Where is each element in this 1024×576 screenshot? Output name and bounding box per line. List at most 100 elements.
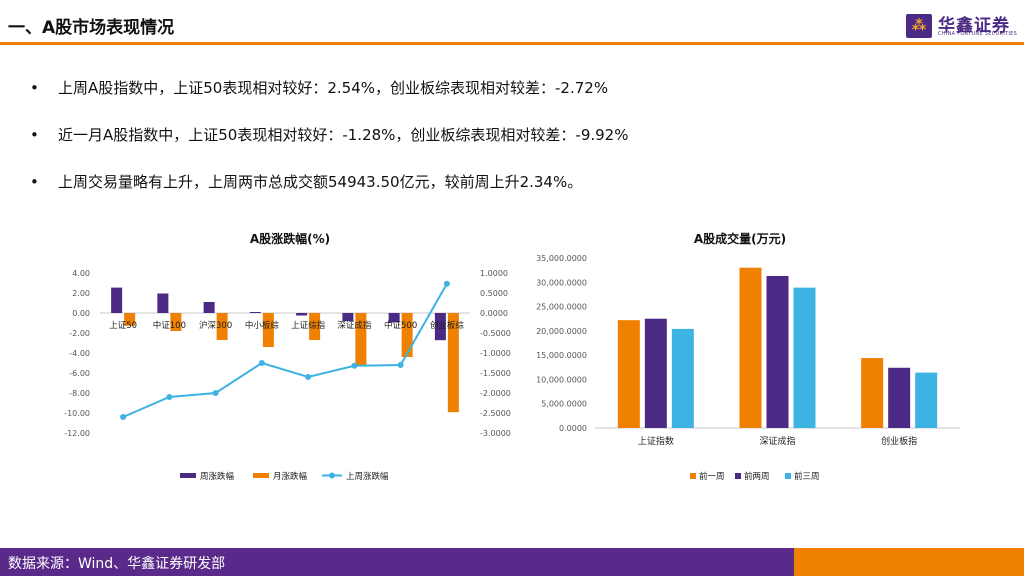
bar-monthly xyxy=(170,313,182,331)
bar-week1 xyxy=(861,358,884,428)
bar-monthly xyxy=(447,313,459,413)
line-point xyxy=(305,374,312,380)
bar-monthly xyxy=(262,313,274,347)
x-tick-label: 上证指数 xyxy=(638,435,674,447)
y-tick-label: 10,000.0000 xyxy=(536,375,587,384)
legend-label: 月涨跌幅 xyxy=(273,471,308,482)
x-tick-label: 深证成指 xyxy=(759,435,795,447)
chart2-title: A股成交量(万元) xyxy=(693,232,787,246)
line-point xyxy=(443,280,450,287)
y-tick-label-left: 4.00 xyxy=(72,269,90,278)
y-tick-label-right: -2.0000 xyxy=(480,389,511,398)
y-tick-label-right: -3.0000 xyxy=(480,429,511,438)
x-tick-label: 中小板综 xyxy=(245,320,280,331)
bullet-text: 上周A股指数中，上证50表现相对较好：2.54%，创业板综表现相对较差：-2.7… xyxy=(58,79,609,97)
line-point xyxy=(166,394,173,400)
y-tick-label-right: -2.5000 xyxy=(480,409,511,418)
y-tick-label-left: -12.00 xyxy=(64,429,90,438)
bar-weekly xyxy=(203,302,215,313)
logo-mark-icon: ⁂ xyxy=(906,14,932,38)
bar-weekly xyxy=(296,313,308,316)
line-point xyxy=(258,360,265,366)
x-tick-label: 中证500 xyxy=(384,320,417,331)
legend-swatch xyxy=(180,473,196,478)
x-tick-label: 中证100 xyxy=(153,320,186,331)
data-source: 数据来源：Wind、华鑫证券研发部 xyxy=(8,556,226,572)
bar-monthly xyxy=(124,313,136,326)
y-tick-label: 0.0000 xyxy=(559,424,587,433)
bullet-item: • 上周交易量略有上升，上周两市总成交额54943.50亿元，较前周上升2.34%… xyxy=(30,170,628,217)
y-tick-label-left: -10.00 xyxy=(64,409,90,418)
x-tick-label: 上证50 xyxy=(109,321,137,331)
bar-monthly xyxy=(309,313,321,340)
bar-weekly xyxy=(111,287,123,313)
y-tick-label-left: 0.00 xyxy=(72,309,90,318)
y-tick-label-right: 0.5000 xyxy=(480,289,508,298)
y-tick-label-right: 0.0000 xyxy=(480,309,508,318)
page-title: 一、A股市场表现情况 xyxy=(8,18,175,38)
x-tick-label: 深证成指 xyxy=(337,320,372,331)
bullet-text: 上周交易量略有上升，上周两市总成交额54943.50亿元，较前周上升2.34%。 xyxy=(58,173,583,191)
bar-weekly xyxy=(388,313,400,323)
y-tick-label-right: 1.0000 xyxy=(480,269,508,278)
bullet-dot: • xyxy=(30,79,39,97)
series-line-last-week xyxy=(122,283,448,418)
x-tick-label: 上证综指 xyxy=(291,320,326,331)
bar-week2 xyxy=(888,367,911,428)
bar-weekly xyxy=(249,312,261,313)
bullet-dot: • xyxy=(30,126,39,144)
x-tick-label: 沪深300 xyxy=(199,320,232,331)
y-tick-label: 15,000.0000 xyxy=(536,351,587,360)
legend-label: 前两周 xyxy=(744,471,770,482)
y-tick-label: 25,000.0000 xyxy=(536,303,587,312)
bullet-item: • 近一月A股指数中，上证50表现相对较好：-1.28%，创业板综表现相对较差：-… xyxy=(30,123,628,170)
legend-swatch-marker xyxy=(329,472,335,479)
legend-swatch xyxy=(690,473,696,479)
bullet-dot: • xyxy=(30,173,39,191)
y-tick-label: 35,000.0000 xyxy=(536,254,587,263)
bullet-text: 近一月A股指数中，上证50表现相对较好：-1.28%，创业板综表现相对较差：-9… xyxy=(58,126,629,144)
bar-week1 xyxy=(739,267,762,428)
summary-bullets: • 上周A股指数中，上证50表现相对较好：2.54%，创业板综表现相对较差：-2.… xyxy=(30,76,628,217)
y-tick-label: 5,000.0000 xyxy=(541,400,587,409)
y-tick-label-right: -1.0000 xyxy=(480,349,511,358)
y-tick-label: 30,000.0000 xyxy=(536,278,587,287)
bullet-item: • 上周A股指数中，上证50表现相对较好：2.54%，创业板综表现相对较差：-2.… xyxy=(30,76,628,123)
legend-label: 上周涨跌幅 xyxy=(346,471,389,482)
legend-swatch xyxy=(735,473,741,479)
bar-week3 xyxy=(915,372,938,428)
bar-weekly xyxy=(434,313,446,341)
bar-monthly xyxy=(355,313,367,365)
company-logo: ⁂ 华鑫证券 CHINA FORTUNE SECURITIES xyxy=(906,12,1018,40)
legend-swatch xyxy=(253,473,269,478)
y-tick-label-left: -4.00 xyxy=(69,349,90,358)
bar-week3 xyxy=(671,328,694,428)
bar-weekly xyxy=(157,293,169,313)
y-tick-label: 20,000.0000 xyxy=(536,327,587,336)
bar-monthly xyxy=(216,313,228,340)
chart1-title: A股涨跌幅(%) xyxy=(249,232,331,246)
line-point xyxy=(397,362,404,368)
legend-label: 周涨跌幅 xyxy=(200,471,235,482)
legend-label: 前三周 xyxy=(794,471,820,482)
chart-price-change: 4.00 2.00 0.00 -2.00 -4.00 -6.00 -8.00 -10.00 -1… xyxy=(64,269,511,482)
x-tick-label: 创业板指 xyxy=(881,435,917,447)
y-tick-label-left: -6.00 xyxy=(69,369,90,378)
line-point xyxy=(351,362,358,369)
y-tick-label-right: -1.5000 xyxy=(480,369,511,378)
logo-name-en: CHINA FORTUNE SECURITIES xyxy=(938,31,1018,37)
y-tick-label-right: -0.5000 xyxy=(480,329,511,338)
chart-volume: 35,000.0000 30,000.0000 25,000.0000 20,000.… xyxy=(536,254,960,482)
bar-monthly xyxy=(401,313,413,357)
bar-week1 xyxy=(617,320,640,428)
line-point xyxy=(212,390,219,396)
line-point xyxy=(120,414,127,420)
bar-weekly xyxy=(342,313,354,321)
bar-week2 xyxy=(766,275,789,428)
x-tick-label: 创业板综 xyxy=(430,320,465,331)
legend-swatch xyxy=(785,473,791,479)
y-tick-label-left: -8.00 xyxy=(69,389,90,398)
y-tick-label-left: -2.00 xyxy=(69,329,90,338)
logo-name-cn: 华鑫证券 xyxy=(938,16,1010,36)
y-tick-label-left: 2.00 xyxy=(72,289,90,298)
